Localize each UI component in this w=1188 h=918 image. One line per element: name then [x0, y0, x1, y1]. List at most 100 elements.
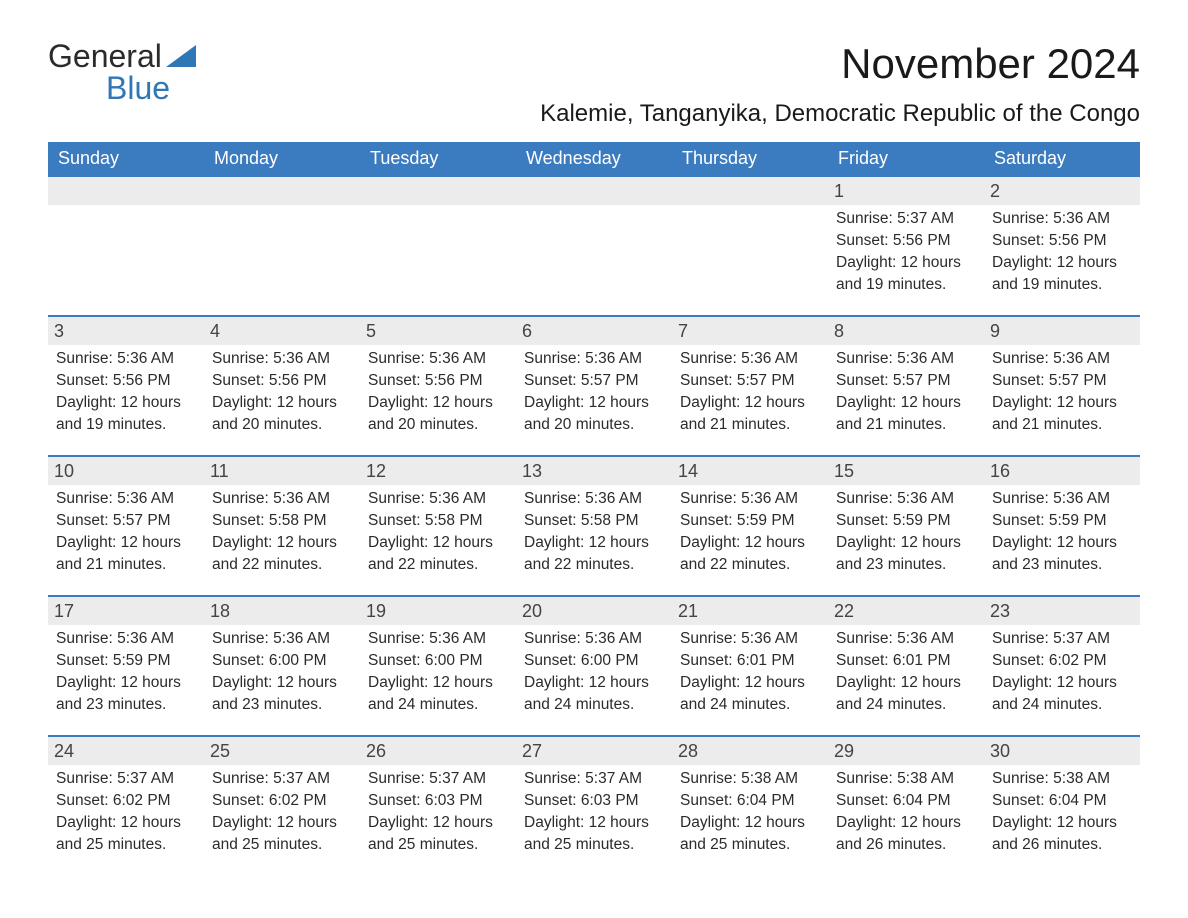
day-details: Sunrise: 5:36 AMSunset: 5:57 PMDaylight:…: [834, 349, 978, 436]
day-details: Sunrise: 5:36 AMSunset: 5:57 PMDaylight:…: [678, 349, 822, 436]
daylight-text: and 20 minutes.: [212, 415, 352, 436]
title-block: November 2024 Kalemie, Tanganyika, Democ…: [540, 40, 1140, 128]
daylight-text: Daylight: 12 hours: [836, 533, 976, 554]
daylight-text: and 26 minutes.: [992, 835, 1132, 856]
daylight-text: Daylight: 12 hours: [992, 533, 1132, 554]
sunset-text: Sunset: 5:59 PM: [836, 511, 976, 532]
day-number: 20: [516, 597, 672, 625]
sunrise-text: Sunrise: 5:37 AM: [56, 769, 196, 790]
daylight-text: Daylight: 12 hours: [212, 673, 352, 694]
calendar-cell: 3Sunrise: 5:36 AMSunset: 5:56 PMDaylight…: [48, 316, 204, 456]
calendar-cell: 6Sunrise: 5:36 AMSunset: 5:57 PMDaylight…: [516, 316, 672, 456]
calendar-cell: 16Sunrise: 5:36 AMSunset: 5:59 PMDayligh…: [984, 456, 1140, 596]
daylight-text: Daylight: 12 hours: [992, 393, 1132, 414]
daylight-text: and 23 minutes.: [56, 695, 196, 716]
day-header: Tuesday: [360, 142, 516, 176]
daylight-text: Daylight: 12 hours: [680, 813, 820, 834]
calendar-cell: 12Sunrise: 5:36 AMSunset: 5:58 PMDayligh…: [360, 456, 516, 596]
day-details: Sunrise: 5:36 AMSunset: 5:58 PMDaylight:…: [210, 489, 354, 576]
calendar-table: SundayMondayTuesdayWednesdayThursdayFrid…: [48, 142, 1140, 875]
day-number: 7: [672, 317, 828, 345]
sunrise-text: Sunrise: 5:38 AM: [680, 769, 820, 790]
daylight-text: and 19 minutes.: [836, 275, 976, 296]
sunset-text: Sunset: 6:01 PM: [836, 651, 976, 672]
daylight-text: Daylight: 12 hours: [212, 813, 352, 834]
daylight-text: Daylight: 12 hours: [212, 393, 352, 414]
day-details: Sunrise: 5:36 AMSunset: 5:56 PMDaylight:…: [990, 209, 1134, 296]
day-number: 21: [672, 597, 828, 625]
daylight-text: Daylight: 12 hours: [524, 673, 664, 694]
daylight-text: Daylight: 12 hours: [56, 673, 196, 694]
day-details: Sunrise: 5:36 AMSunset: 6:00 PMDaylight:…: [522, 629, 666, 716]
logo-text-bottom: Blue: [106, 72, 196, 104]
day-details: Sunrise: 5:36 AMSunset: 5:59 PMDaylight:…: [54, 629, 198, 716]
flag-icon: [166, 45, 196, 67]
day-number: 1: [828, 177, 984, 205]
sunrise-text: Sunrise: 5:36 AM: [524, 349, 664, 370]
daylight-text: and 25 minutes.: [680, 835, 820, 856]
daylight-text: and 24 minutes.: [368, 695, 508, 716]
daylight-text: Daylight: 12 hours: [368, 673, 508, 694]
day-number: 22: [828, 597, 984, 625]
sunset-text: Sunset: 6:00 PM: [524, 651, 664, 672]
calendar-cell: 9Sunrise: 5:36 AMSunset: 5:57 PMDaylight…: [984, 316, 1140, 456]
calendar-cell: 23Sunrise: 5:37 AMSunset: 6:02 PMDayligh…: [984, 596, 1140, 736]
daylight-text: Daylight: 12 hours: [836, 393, 976, 414]
calendar-header: SundayMondayTuesdayWednesdayThursdayFrid…: [48, 142, 1140, 176]
daylight-text: Daylight: 12 hours: [56, 393, 196, 414]
day-details: Sunrise: 5:37 AMSunset: 6:02 PMDaylight:…: [210, 769, 354, 856]
day-number: 17: [48, 597, 204, 625]
daylight-text: and 22 minutes.: [524, 555, 664, 576]
sunrise-text: Sunrise: 5:38 AM: [836, 769, 976, 790]
daylight-text: Daylight: 12 hours: [992, 673, 1132, 694]
daylight-text: and 23 minutes.: [212, 695, 352, 716]
sunrise-text: Sunrise: 5:36 AM: [524, 489, 664, 510]
day-header: Thursday: [672, 142, 828, 176]
sunset-text: Sunset: 5:58 PM: [368, 511, 508, 532]
day-number: 5: [360, 317, 516, 345]
sunrise-text: Sunrise: 5:36 AM: [368, 489, 508, 510]
day-number-empty: [48, 177, 204, 205]
sunset-text: Sunset: 5:59 PM: [992, 511, 1132, 532]
sunset-text: Sunset: 6:02 PM: [212, 791, 352, 812]
calendar-cell: [48, 176, 204, 316]
daylight-text: and 22 minutes.: [368, 555, 508, 576]
sunset-text: Sunset: 6:04 PM: [680, 791, 820, 812]
sunset-text: Sunset: 5:57 PM: [992, 371, 1132, 392]
day-details: Sunrise: 5:36 AMSunset: 6:01 PMDaylight:…: [834, 629, 978, 716]
sunrise-text: Sunrise: 5:37 AM: [836, 209, 976, 230]
daylight-text: and 19 minutes.: [56, 415, 196, 436]
calendar-cell: 29Sunrise: 5:38 AMSunset: 6:04 PMDayligh…: [828, 736, 984, 875]
header: General Blue November 2024 Kalemie, Tang…: [48, 40, 1140, 128]
calendar-week: 3Sunrise: 5:36 AMSunset: 5:56 PMDaylight…: [48, 316, 1140, 456]
calendar-cell: 21Sunrise: 5:36 AMSunset: 6:01 PMDayligh…: [672, 596, 828, 736]
calendar-week: 17 Sunrise: 5:36 AMSunset: 5:59 PMDayligh…: [48, 596, 1140, 736]
sunset-text: Sunset: 5:56 PM: [368, 371, 508, 392]
daylight-text: and 24 minutes.: [680, 695, 820, 716]
sunrise-text: Sunrise: 5:36 AM: [836, 489, 976, 510]
calendar-cell: [204, 176, 360, 316]
day-details: Sunrise: 5:36 AMSunset: 5:59 PMDaylight:…: [834, 489, 978, 576]
logo-top: General: [48, 40, 196, 72]
day-number-empty: [672, 177, 828, 205]
calendar-body: 1 Sunrise: 5:37 AM Sunset: 5:56 PM Daylight…: [48, 176, 1140, 875]
sunset-text: Sunset: 6:04 PM: [836, 791, 976, 812]
calendar-cell: 19Sunrise: 5:36 AMSunset: 6:00 PMDayligh…: [360, 596, 516, 736]
sunset-text: Sunset: 5:56 PM: [992, 231, 1132, 252]
day-details: Sunrise: 5:36 AMSunset: 5:56 PMDaylight:…: [366, 349, 510, 436]
day-details: Sunrise: 5:36 AMSunset: 5:56 PMDaylight:…: [210, 349, 354, 436]
daylight-text: Daylight: 12 hours: [836, 813, 976, 834]
sunrise-text: Sunrise: 5:36 AM: [680, 349, 820, 370]
daylight-text: Daylight: 12 hours: [524, 533, 664, 554]
day-number: 3: [48, 317, 204, 345]
location: Kalemie, Tanganyika, Democratic Republic…: [540, 100, 1140, 128]
calendar-cell: 14Sunrise: 5:36 AMSunset: 5:59 PMDayligh…: [672, 456, 828, 596]
day-number: 23: [984, 597, 1140, 625]
sunrise-text: Sunrise: 5:37 AM: [524, 769, 664, 790]
daylight-text: Daylight: 12 hours: [680, 673, 820, 694]
day-details: Sunrise: 5:38 AMSunset: 6:04 PMDaylight:…: [678, 769, 822, 856]
sunrise-text: Sunrise: 5:36 AM: [368, 349, 508, 370]
day-number: 8: [828, 317, 984, 345]
day-number-empty: [204, 177, 360, 205]
sunrise-text: Sunrise: 5:36 AM: [212, 349, 352, 370]
